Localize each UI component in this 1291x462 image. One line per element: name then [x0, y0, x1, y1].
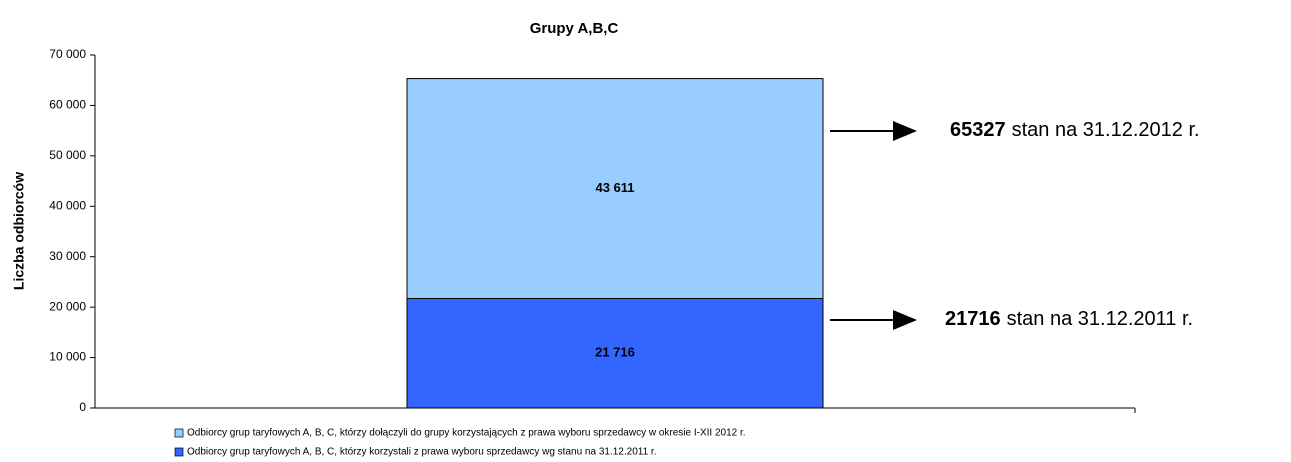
- annotation-text: stan na 31.12.2012 r.: [1012, 119, 1200, 141]
- y-tick-label: 40 000: [49, 198, 86, 212]
- y-tick-label: 60 000: [49, 98, 86, 112]
- data-label: 43 611: [595, 180, 634, 195]
- bar-segment: [406, 78, 824, 299]
- y-tick-label: 20 000: [49, 299, 86, 313]
- chart-title: Grupy A,B,C: [530, 20, 619, 37]
- legend-swatch: [174, 428, 184, 438]
- annotation: 65327 stan na 31.12.2012 r.: [950, 119, 1200, 141]
- y-tick-label: 50 000: [49, 148, 86, 162]
- legend-label: Odbiorcy grup taryfowych A, B, C, którzy…: [187, 447, 656, 458]
- bar-segment: [406, 297, 824, 409]
- annotation: 21716 stan na 31.12.2011 r.: [945, 308, 1193, 330]
- y-tick-label: 30 000: [49, 249, 86, 263]
- annotation-value: 65327: [950, 119, 1006, 141]
- y-tick-label: 0: [79, 400, 86, 414]
- data-label: 21 716: [595, 345, 635, 360]
- y-tick-label: 70 000: [49, 47, 86, 61]
- annotation-value: 21716: [945, 308, 1001, 330]
- legend-swatch: [174, 447, 184, 457]
- legend-label: Odbiorcy grup taryfowych A, B, C, którzy…: [187, 428, 746, 439]
- y-tick-label: 10 000: [49, 350, 86, 364]
- y-axis-label: Liczba odbiorców: [11, 172, 27, 290]
- annotation-text: stan na 31.12.2011 r.: [1007, 308, 1193, 330]
